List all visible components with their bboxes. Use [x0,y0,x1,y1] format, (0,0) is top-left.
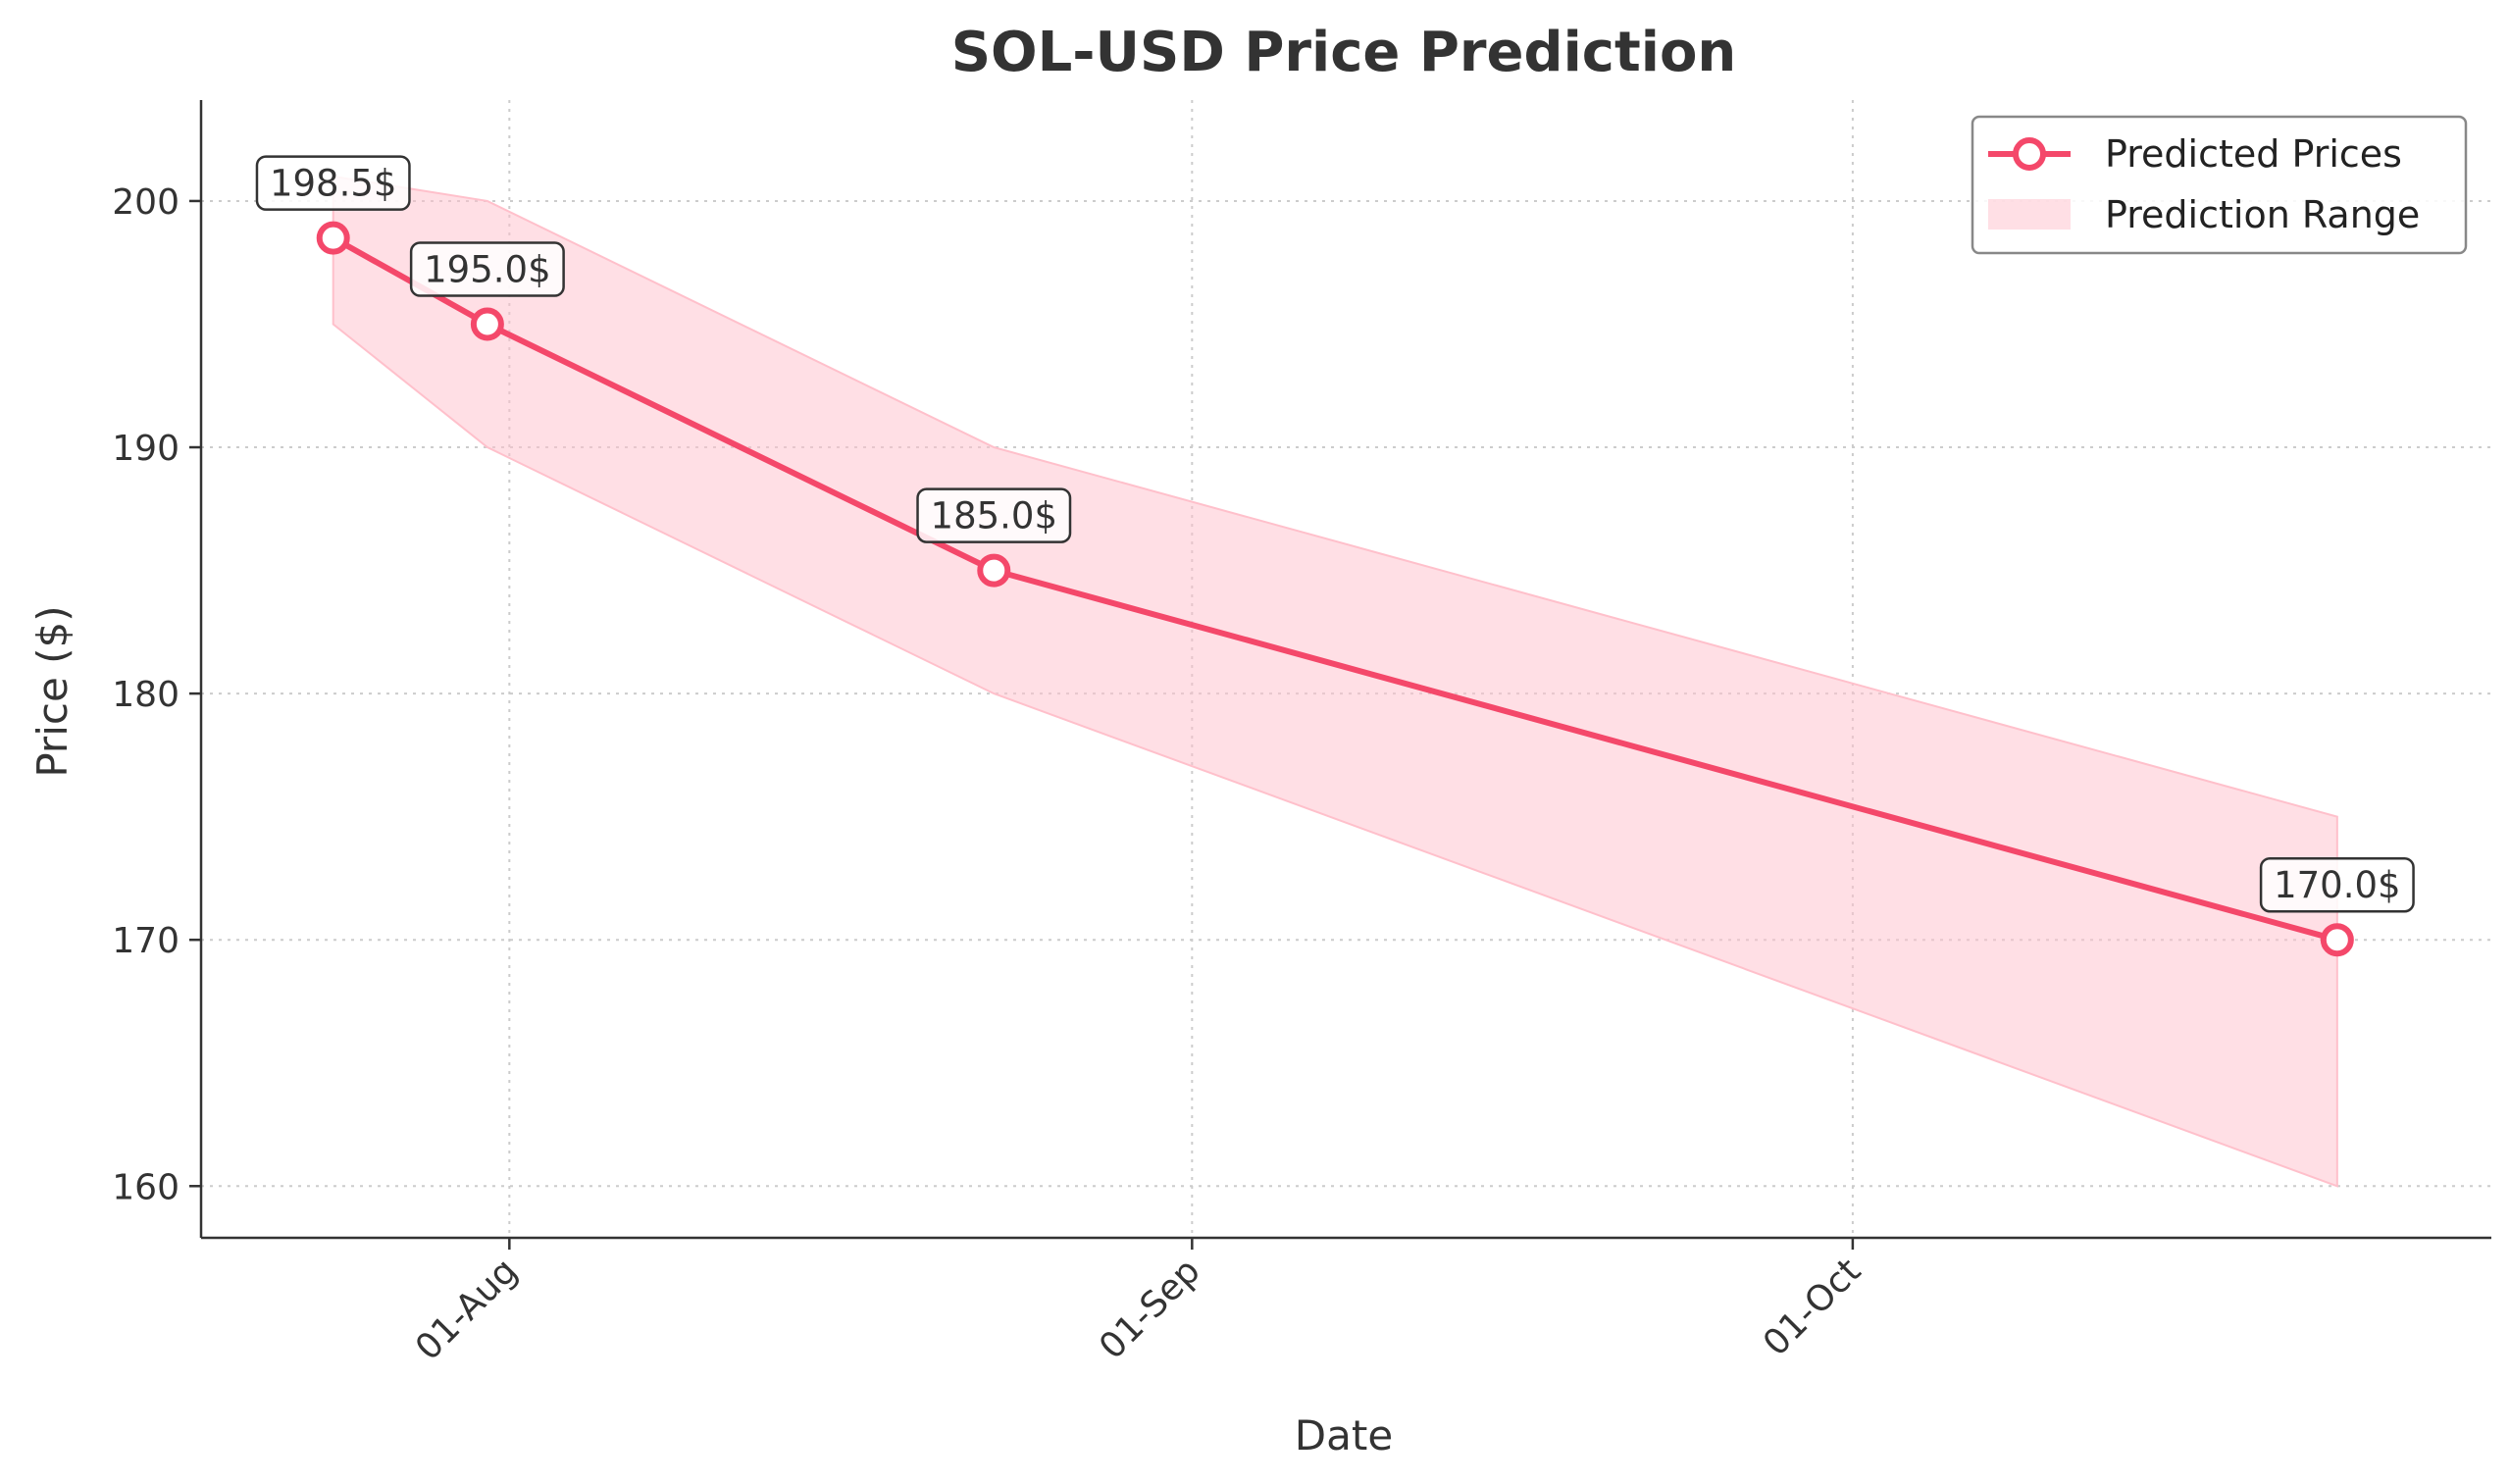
legend-range-swatch [1988,199,2071,230]
chart-title: SOL-USD Price Prediction [951,21,1737,84]
legend-frame [1971,115,2468,255]
x-tick-label-0: 01-Aug [408,1251,526,1368]
y-tick-label-160: 160 [112,1167,179,1207]
predicted-prices-markers [316,221,2354,957]
data-label-text-1: 195.0$ [424,248,550,290]
prediction-range-band [332,175,2338,1188]
data-point-marker-1 [470,307,504,341]
data-point-marker-2 [977,553,1011,588]
data-label-1: 195.0$ [409,241,565,297]
data-label-text-0: 198.5$ [270,163,396,205]
y-tick-label-170: 170 [112,921,179,961]
data-label-text-3: 170.0$ [2274,864,2400,906]
legend-label-predicted-prices: Predicted Prices [2105,132,2402,176]
axes [199,100,2491,1240]
x-tick-label-2: 01-Oct [1756,1251,1869,1363]
data-labels: 198.5$ 195.0$ 185.0$ 170.0$ [255,155,2415,913]
data-label-3: 170.0$ [2259,856,2415,913]
prediction-range-band-layer [332,175,2338,1188]
data-label-0: 198.5$ [255,155,411,211]
y-tick-label-190: 190 [112,429,179,469]
x-tick-label-1: 01-Sep [1092,1251,1208,1367]
y-tick-label-180: 180 [112,675,179,715]
legend-label-prediction-range: Prediction Range [2105,193,2420,236]
data-label-box-0 [255,155,411,211]
data-label-box-2 [916,487,1072,543]
data-point-marker-3 [2320,923,2354,957]
data-point-marker-0 [316,221,350,255]
data-label-2: 185.0$ [916,487,1072,543]
x-axis-label: Date [1295,1411,1393,1459]
legend: Predicted Prices Prediction Range [1971,115,2468,255]
legend-marker-swatch [2013,137,2046,171]
y-tick-label-200: 200 [112,182,179,223]
data-label-text-2: 185.0$ [931,495,1057,537]
data-label-box-1 [409,241,565,297]
y-axis-label: Price ($) [28,605,77,777]
data-label-box-3 [2259,856,2415,913]
